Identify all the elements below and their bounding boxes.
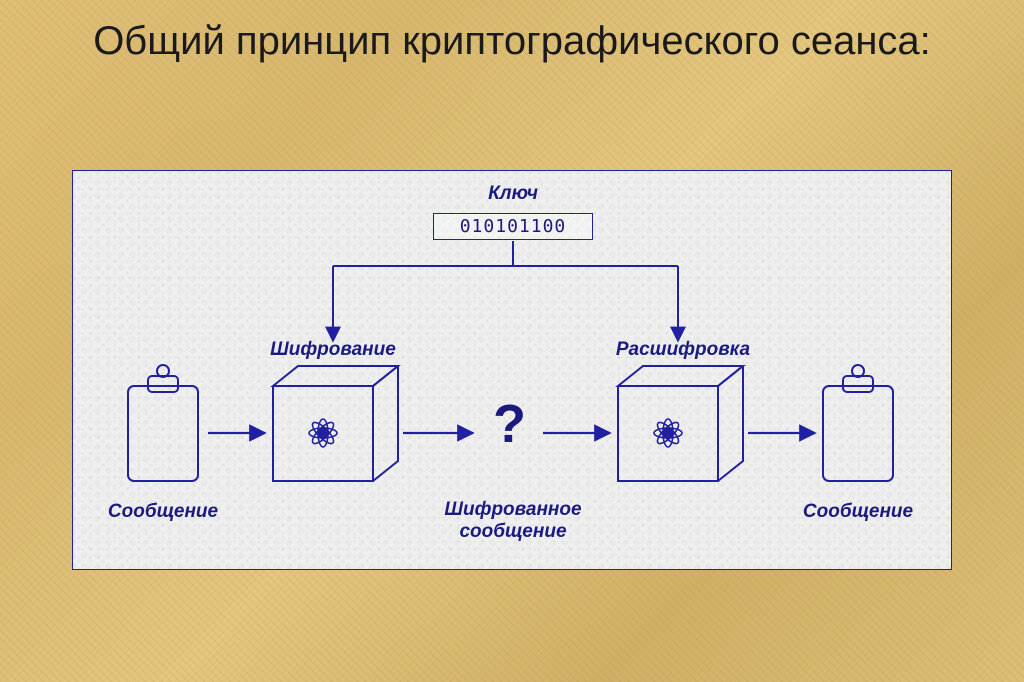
clipboard-right-icon [823,365,893,481]
question-mark: ? [493,393,526,455]
cipher-label-line1: Шифрованное [444,499,581,520]
encrypt-label: Шифрование [243,339,423,361]
diagram-frame: Ключ 010101100 [72,170,952,570]
decrypt-label: Расшифровка [593,339,773,361]
decrypt-cube-icon [618,366,743,481]
key-label: Ключ [433,183,593,205]
diagram: Ключ 010101100 [73,171,951,569]
encrypt-cube-icon [273,366,398,481]
cipher-label-line2: сообщение [459,521,566,542]
msg-in-label: Сообщение [93,501,233,523]
slide-title: Общий принцип криптографического сеанса: [0,18,1024,64]
clipboard-left-icon [128,365,198,481]
key-value-box: 010101100 [433,213,593,240]
cipher-label: Шифрованное сообщение [423,499,603,543]
msg-out-label: Сообщение [788,501,928,523]
